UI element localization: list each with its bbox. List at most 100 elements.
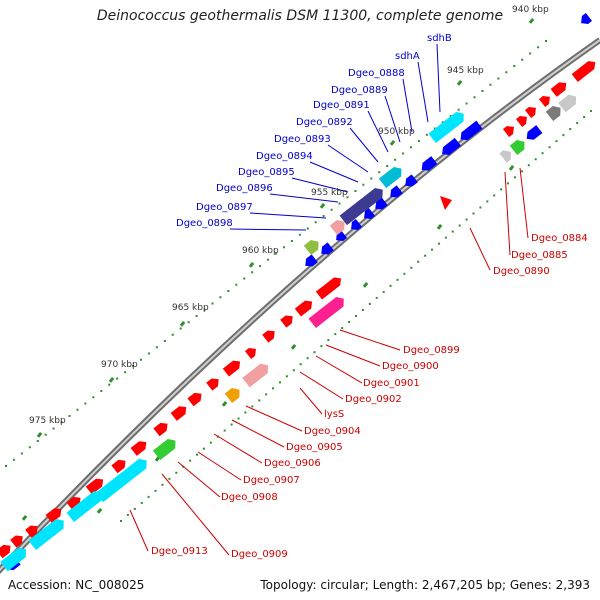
tick-dot	[299, 363, 302, 366]
tick-marks	[5, 18, 592, 522]
tick-dot	[479, 206, 482, 209]
gene-features	[0, 12, 596, 572]
gene-label: Dgeo_0906	[264, 458, 321, 469]
forward-gene	[85, 478, 104, 495]
leader-line-blue	[384, 95, 401, 143]
forward-gene	[524, 107, 536, 119]
tick-dot	[361, 308, 364, 311]
leader-line-blue	[349, 127, 379, 163]
reverse-gene	[321, 242, 334, 255]
tick-dot	[458, 224, 461, 227]
tick-dot	[394, 158, 397, 161]
tick-dot	[163, 340, 166, 342]
tick-dot	[189, 459, 192, 462]
tick-dot	[346, 196, 349, 199]
forward-gene	[45, 508, 62, 523]
tick-dot	[251, 405, 254, 408]
tick-mark	[96, 508, 103, 514]
colored-gene	[329, 220, 345, 236]
tick-dot	[275, 252, 277, 255]
tick-dot	[473, 96, 476, 99]
tick-dot	[298, 233, 301, 236]
tick-dot	[437, 242, 440, 245]
forward-gene	[538, 96, 550, 108]
tick-dot	[330, 208, 333, 211]
tick-dot	[507, 182, 510, 185]
tick-dot	[44, 433, 47, 436]
tick-dot	[258, 399, 261, 402]
tick-dot	[527, 164, 530, 167]
tick-dot	[259, 265, 262, 267]
tick-dot	[168, 477, 171, 480]
tick-mark	[36, 432, 43, 438]
colored-gene	[28, 519, 64, 551]
leader-line-red	[504, 171, 511, 256]
leader-line-red	[325, 344, 381, 367]
gene-labels-red: Dgeo_0884 Dgeo_0885 Dgeo_0890 Dgeo_0899 …	[151, 233, 588, 560]
tick-dot	[382, 290, 385, 293]
forward-gene	[130, 441, 147, 456]
forward-gene	[25, 525, 38, 538]
leader-line-red	[213, 433, 263, 464]
tick-dot	[590, 110, 592, 112]
tick-dot	[396, 278, 399, 281]
leader-line-red	[299, 387, 323, 415]
genome-summary-text: Topology: circular; Length: 2,467,205 bp…	[260, 578, 590, 592]
tick-dot	[378, 171, 381, 174]
tick-dot	[211, 302, 214, 305]
scale-label: 940 kbp	[512, 5, 549, 15]
tick-dot	[417, 140, 420, 142]
tick-dot	[84, 402, 87, 405]
tick-dot	[209, 441, 212, 444]
gene-label: sdhA	[395, 51, 420, 62]
gene-label: Dgeo_0898	[176, 218, 233, 229]
reverse-gene	[442, 137, 461, 156]
tick-mark	[290, 344, 297, 350]
tick-dot	[203, 308, 206, 311]
leader-line-blue	[291, 177, 349, 193]
tick-dot	[120, 520, 122, 522]
colored-gene	[378, 166, 402, 189]
forward-gene	[315, 277, 342, 300]
tick-mark	[362, 281, 369, 288]
tick-dot	[322, 215, 325, 217]
leader-line-red	[197, 451, 242, 481]
tick-dot	[28, 446, 31, 449]
leader-line-red	[129, 509, 149, 552]
tick-dot	[362, 183, 365, 186]
gene-label: Dgeo_0892	[296, 117, 353, 128]
tick-dot	[541, 152, 544, 155]
tick-dot	[20, 452, 23, 455]
gene-label: Dgeo_0904	[304, 426, 361, 437]
tick-dot	[529, 52, 532, 55]
tick-dot	[124, 371, 127, 374]
tick-dot	[251, 271, 254, 274]
gene-label: lysS	[324, 409, 344, 420]
reverse-gene	[460, 120, 483, 141]
tick-dot	[576, 122, 579, 125]
genome-backbone-highlight	[0, 39, 600, 572]
tick-mark	[221, 401, 228, 407]
tick-dot	[444, 236, 447, 239]
gene-labels-blue: sdhB sdhA Dgeo_0888 Dgeo_0889 Dgeo_0891 …	[176, 33, 452, 229]
scale-label: 970 kbp	[101, 360, 138, 370]
tick-dot	[235, 283, 238, 286]
tick-dot	[230, 423, 233, 426]
colored-gene	[545, 106, 561, 122]
tick-dot	[290, 240, 293, 242]
tick-dot	[449, 115, 452, 117]
leader-line-blue	[436, 43, 441, 113]
tick-dot	[368, 302, 371, 305]
map-title: Deinococcus geothermalis DSM 11300, comp…	[96, 8, 504, 24]
tick-dot	[108, 383, 111, 386]
leader-line-blue	[402, 78, 413, 133]
marker-triangle	[440, 196, 452, 210]
gene-label: Dgeo_0901	[363, 378, 420, 389]
colored-gene	[558, 94, 577, 113]
scale-labels: 940 kbp 945 kbp 950 kbp 955 kbp 960 kbp …	[29, 5, 549, 426]
leader-line-red	[339, 329, 401, 351]
leader-line-blue	[229, 228, 307, 231]
scale-label: 975 kbp	[29, 416, 66, 426]
tick-dot	[76, 408, 79, 411]
